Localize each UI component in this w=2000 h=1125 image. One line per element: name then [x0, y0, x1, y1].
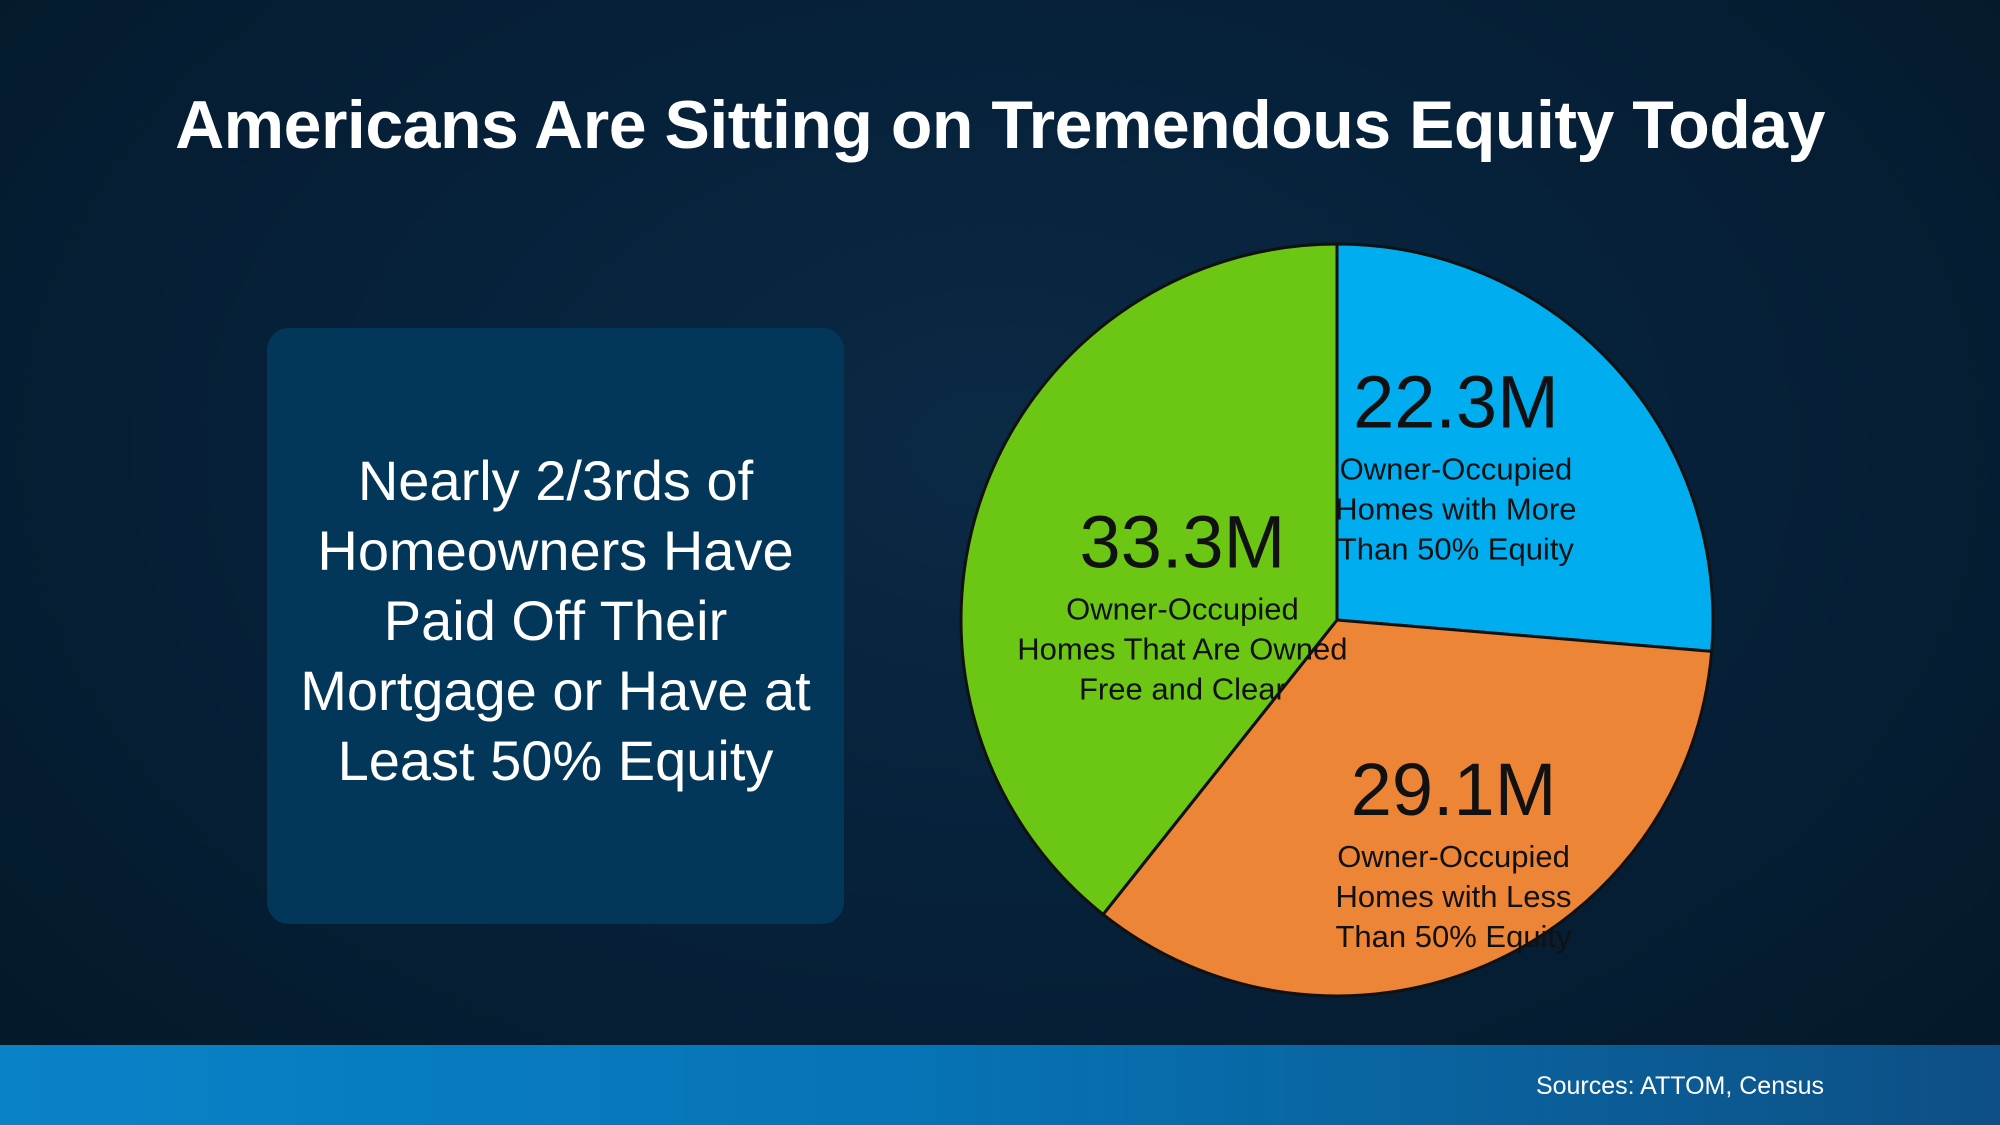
sources-text: Sources: ATTOM, Census: [1535, 1072, 1824, 1100]
slice-value-label-2: 29.1M: [1351, 748, 1557, 831]
footer-bar: Sources: ATTOM, Census: [0, 1045, 2000, 1125]
slice-description-label-2: Owner-Occupied Homes with Less Than 50% Eq…: [1335, 839, 1572, 954]
pie-slice-3: [959, 242, 1339, 916]
callout-text: Nearly 2/3rds of Homeowners Have Paid Of…: [300, 449, 811, 792]
slice-value-label-3: 33.3M: [1080, 501, 1286, 584]
slice-value-label-1: 22.3M: [1353, 361, 1559, 444]
pie-slice-2: [1101, 618, 1714, 998]
pie-slice-1: [1335, 242, 1715, 653]
slice-description-label-1: Owner-Occupied Homes with More Than 50% Eq…: [1335, 452, 1576, 567]
slice-description-label-3: Owner-Occupied Homes That Are Owned Free a…: [1017, 592, 1347, 707]
pie-slices: [959, 242, 1715, 998]
callout-box: Nearly 2/3rds of Homeowners Have Paid Of…: [267, 328, 844, 924]
page-title: Americans Are Sitting on Tremendous Equi…: [175, 87, 1825, 163]
